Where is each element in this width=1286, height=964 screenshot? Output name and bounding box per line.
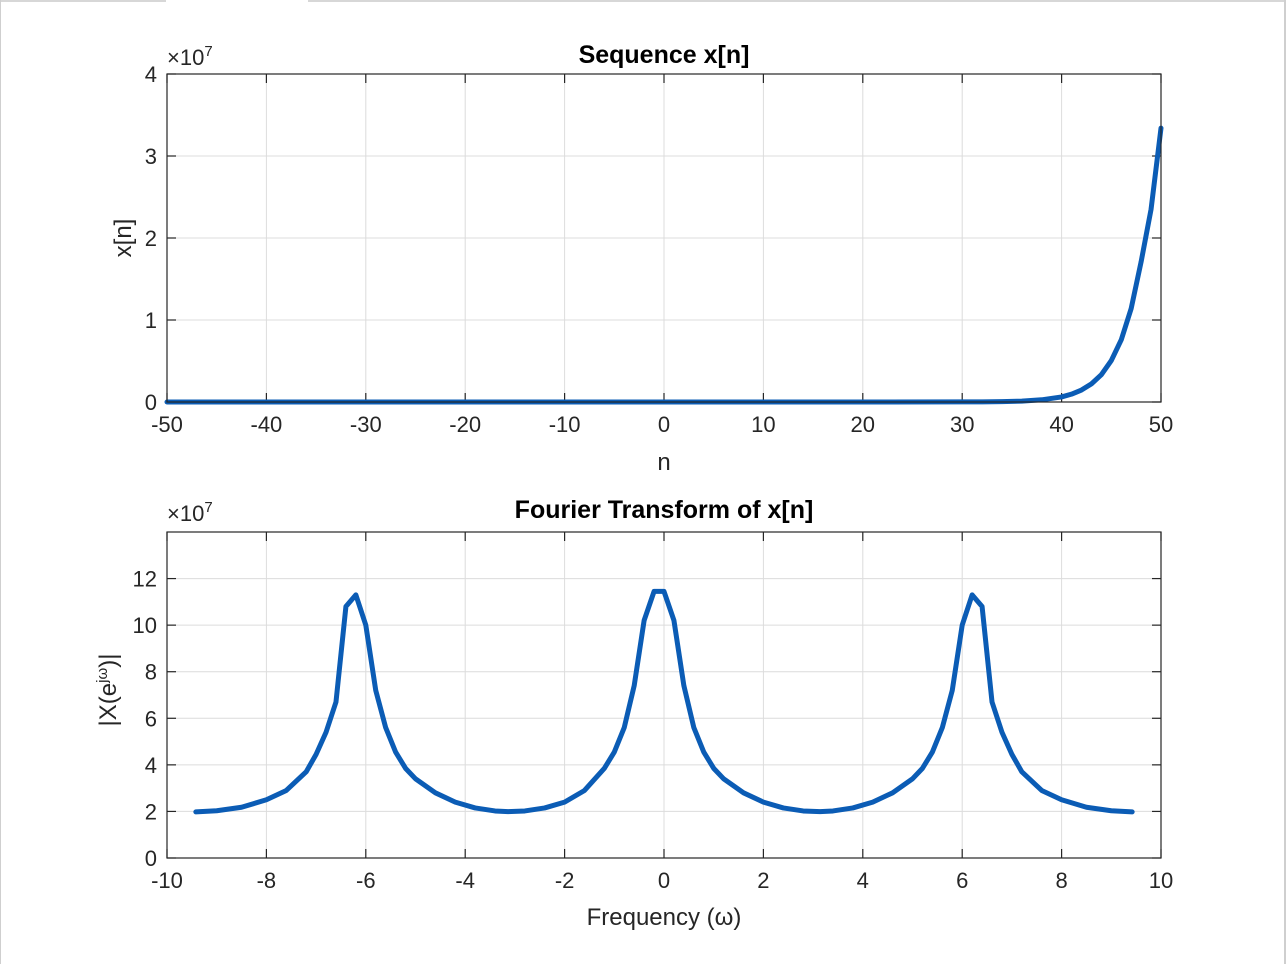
sequence-y-exponent: ×107	[167, 43, 213, 70]
sequence-xtick-label: -50	[151, 412, 183, 437]
sequence-xlabel: n	[657, 449, 670, 476]
sequence-xtick-label: -40	[251, 412, 283, 437]
fourier-axes-box	[166, 531, 1162, 859]
fourier-ytick-label: 10	[133, 613, 157, 638]
fourier-xlabel: Frequency (ω)	[587, 904, 742, 931]
window-frame-right-edge	[1284, 0, 1286, 964]
sequence-ytick-label: 3	[145, 144, 157, 169]
fourier-xtick-label: 4	[857, 868, 869, 893]
sequence-xtick-label: 30	[950, 412, 974, 437]
sequence-grid	[167, 74, 1161, 402]
fourier-ylabel-end: )|	[95, 654, 122, 668]
fourier-xtick-label: 10	[1149, 868, 1173, 893]
fourier-xtick-label: -8	[257, 868, 277, 893]
fourier-xtick-label: -10	[151, 868, 183, 893]
fourier-xtick-label: 0	[658, 868, 670, 893]
fourier-ytick-label: 8	[145, 660, 157, 685]
sequence-xtick-label: 40	[1049, 412, 1073, 437]
sequence-xtick-label: -10	[549, 412, 581, 437]
window-frame-tab-right	[308, 0, 1286, 2]
fourier-xtick-label: -2	[555, 868, 575, 893]
sequence-xtick-label: 0	[658, 412, 670, 437]
fourier-ytick-label: 6	[145, 706, 157, 731]
sequence-xtick-label: -20	[449, 412, 481, 437]
sequence-ytick-label: 1	[145, 308, 157, 333]
fourier-ylabel-sup: jω	[94, 668, 111, 684]
fourier-ytick-label: 2	[145, 799, 157, 824]
sequence-ytick-label: 0	[145, 390, 157, 415]
fourier-axes: -10 -8 -6 -4 -2 0 2 4 6 8 10 0 2 4 6 8 10 12 Fourier Tran…	[94, 496, 1173, 931]
fourier-ylabel-main: |X(e	[95, 683, 122, 727]
fourier-ytick-label: 4	[145, 753, 157, 778]
fourier-line	[193, 588, 1135, 815]
fourier-xtick-label: -4	[455, 868, 475, 893]
fourier-title: Fourier Transform of x[n]	[515, 496, 814, 524]
fourier-ticks: -10 -8 -6 -4 -2 0 2 4 6 8 10 0 2 4 6 8 10 12	[133, 532, 1173, 893]
fourier-y-exponent-power: 7	[204, 499, 212, 516]
sequence-ylabel: x[n]	[110, 219, 137, 258]
sequence-ticks: -50 -40 -30 -20 -10 0 10 20 30 40 50 0 1 2 3 4	[145, 62, 1173, 437]
sequence-xtick-label: -30	[350, 412, 382, 437]
fourier-y-exponent: ×107	[167, 499, 213, 526]
window-frame-left-edge	[0, 0, 1, 964]
fourier-xtick-label: 2	[757, 868, 769, 893]
fourier-ytick-label: 0	[145, 846, 157, 871]
sequence-y-exponent-power: 7	[204, 43, 212, 60]
sequence-y-exponent-base: ×10	[167, 45, 204, 70]
sequence-xtick-label: 10	[751, 412, 775, 437]
window-frame-tab	[0, 0, 166, 2]
sequence-ytick-label: 2	[145, 226, 157, 251]
sequence-axes-box	[166, 73, 1162, 403]
fourier-ytick-label: 12	[133, 567, 157, 592]
fourier-xtick-label: 6	[956, 868, 968, 893]
fourier-xtick-label: -6	[356, 868, 376, 893]
sequence-xtick-label: 50	[1149, 412, 1173, 437]
sequence-xtick-label: 20	[851, 412, 875, 437]
fourier-ylabel: |X(ejω)|	[94, 654, 122, 727]
sequence-ytick-label: 4	[145, 62, 157, 87]
sequence-title: Sequence x[n]	[579, 41, 750, 69]
sequence-axes: -50 -40 -30 -20 -10 0 10 20 30 40 50 0 1 2 3 4 Sequence…	[110, 41, 1173, 476]
fourier-xtick-label: 8	[1055, 868, 1067, 893]
fourier-y-exponent-base: ×10	[167, 501, 204, 526]
